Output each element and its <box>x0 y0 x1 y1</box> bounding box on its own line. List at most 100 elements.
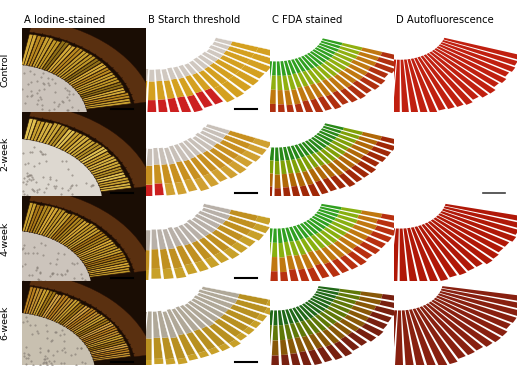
Wedge shape <box>194 261 209 272</box>
Wedge shape <box>199 70 220 88</box>
Wedge shape <box>296 158 307 172</box>
Wedge shape <box>176 245 192 265</box>
Wedge shape <box>315 166 328 179</box>
Wedge shape <box>194 177 210 191</box>
Wedge shape <box>332 299 354 308</box>
Wedge shape <box>300 186 311 200</box>
Wedge shape <box>428 301 492 347</box>
Wedge shape <box>214 85 235 102</box>
Wedge shape <box>201 326 226 346</box>
Wedge shape <box>438 293 516 323</box>
Wedge shape <box>431 300 501 342</box>
Wedge shape <box>250 172 259 186</box>
Wedge shape <box>86 334 124 349</box>
Wedge shape <box>344 315 366 327</box>
Wedge shape <box>322 38 343 45</box>
Wedge shape <box>87 262 131 274</box>
Wedge shape <box>249 353 260 368</box>
Wedge shape <box>338 70 357 83</box>
Wedge shape <box>348 310 369 321</box>
Wedge shape <box>258 324 266 339</box>
Wedge shape <box>319 43 339 52</box>
Wedge shape <box>271 76 276 90</box>
Wedge shape <box>76 239 114 258</box>
Wedge shape <box>30 103 153 188</box>
Wedge shape <box>152 230 158 249</box>
Wedge shape <box>30 272 153 357</box>
Wedge shape <box>242 150 261 162</box>
Wedge shape <box>144 184 152 197</box>
Wedge shape <box>70 139 96 157</box>
Wedge shape <box>272 61 276 76</box>
Wedge shape <box>370 231 392 242</box>
Wedge shape <box>347 251 367 265</box>
Wedge shape <box>309 218 327 229</box>
Wedge shape <box>296 306 309 320</box>
Wedge shape <box>432 50 496 93</box>
Wedge shape <box>411 227 438 282</box>
Wedge shape <box>361 210 382 218</box>
Wedge shape <box>68 62 107 86</box>
Wedge shape <box>414 226 448 281</box>
Wedge shape <box>235 70 259 85</box>
Wedge shape <box>198 211 226 224</box>
Wedge shape <box>426 303 483 351</box>
Wedge shape <box>296 224 309 238</box>
Wedge shape <box>46 212 72 238</box>
Wedge shape <box>318 286 340 292</box>
Wedge shape <box>315 249 330 264</box>
Wedge shape <box>321 164 335 177</box>
Wedge shape <box>139 148 147 165</box>
Wedge shape <box>65 135 90 154</box>
Wedge shape <box>275 161 280 175</box>
Wedge shape <box>206 124 230 134</box>
Wedge shape <box>285 227 294 242</box>
Wedge shape <box>214 318 242 337</box>
Wedge shape <box>256 47 281 58</box>
Wedge shape <box>145 311 152 338</box>
Wedge shape <box>258 173 266 186</box>
Wedge shape <box>149 70 155 82</box>
Wedge shape <box>7 64 87 119</box>
Wedge shape <box>310 99 323 113</box>
Wedge shape <box>209 45 226 54</box>
Wedge shape <box>331 56 351 66</box>
Text: 2-week: 2-week <box>1 137 9 172</box>
Wedge shape <box>437 46 506 83</box>
Wedge shape <box>266 173 273 187</box>
Wedge shape <box>442 40 518 66</box>
Wedge shape <box>339 318 359 331</box>
Wedge shape <box>337 49 358 59</box>
Wedge shape <box>326 94 342 109</box>
Wedge shape <box>265 325 272 340</box>
Wedge shape <box>148 82 156 100</box>
Wedge shape <box>175 182 187 194</box>
Wedge shape <box>361 48 382 56</box>
Wedge shape <box>421 224 466 275</box>
Wedge shape <box>119 357 129 363</box>
Wedge shape <box>324 61 342 73</box>
Wedge shape <box>326 345 343 360</box>
Wedge shape <box>79 146 108 164</box>
Wedge shape <box>98 177 129 187</box>
Wedge shape <box>209 323 236 343</box>
Wedge shape <box>280 61 286 76</box>
Wedge shape <box>203 204 231 214</box>
Wedge shape <box>32 37 54 68</box>
Wedge shape <box>434 217 499 259</box>
Wedge shape <box>332 91 348 105</box>
Wedge shape <box>338 237 357 249</box>
Wedge shape <box>159 148 167 165</box>
Wedge shape <box>288 60 296 74</box>
Wedge shape <box>58 303 85 325</box>
Wedge shape <box>209 148 234 165</box>
Wedge shape <box>196 154 217 172</box>
Wedge shape <box>147 100 157 117</box>
Wedge shape <box>265 186 272 200</box>
Wedge shape <box>380 136 401 145</box>
Wedge shape <box>198 351 210 358</box>
Wedge shape <box>204 66 228 84</box>
Wedge shape <box>282 76 289 90</box>
Wedge shape <box>337 156 355 168</box>
Wedge shape <box>360 155 380 166</box>
